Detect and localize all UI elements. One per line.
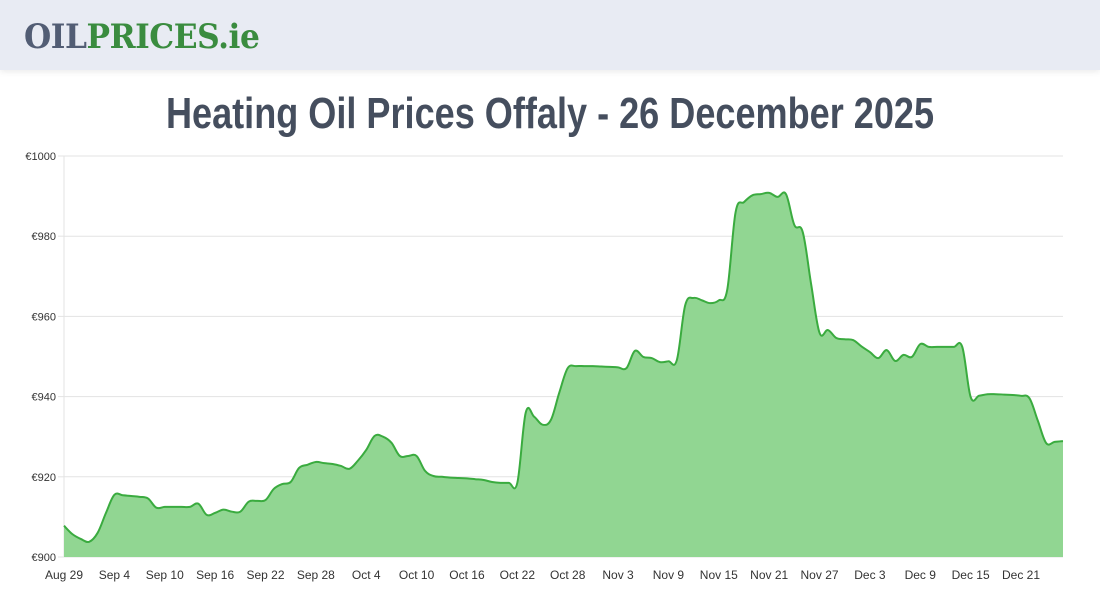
x-tick-label: Nov 27 xyxy=(801,568,839,582)
x-tick-label: Aug 29 xyxy=(45,568,83,582)
x-tick-label: Sep 4 xyxy=(99,568,131,582)
y-tick-label: €940 xyxy=(32,392,56,404)
x-tick-label: Sep 16 xyxy=(196,568,234,582)
page-title: Heating Oil Prices Offaly - 26 December … xyxy=(165,89,935,138)
x-tick-label: Sep 10 xyxy=(146,568,184,582)
site-logo[interactable]: OILPRICES.ie xyxy=(24,17,260,57)
x-tick-label: Sep 22 xyxy=(246,568,284,582)
x-tick-label: Dec 15 xyxy=(952,568,990,582)
y-tick-label: €900 xyxy=(32,552,56,564)
x-tick-label: Dec 9 xyxy=(905,568,937,582)
y-axis: €900 €920 €940 €960 €980 €1000 xyxy=(25,151,56,564)
price-area xyxy=(64,192,1063,557)
logo-prices: PRICES.ie xyxy=(86,17,260,57)
x-tick-label: Oct 10 xyxy=(399,568,435,582)
y-tick-label: €960 xyxy=(32,311,56,323)
x-tick-label: Nov 15 xyxy=(700,568,738,582)
site-header: OILPRICES.ie xyxy=(0,0,1100,70)
x-tick-label: Nov 21 xyxy=(750,568,788,582)
x-tick-label: Oct 16 xyxy=(449,568,485,582)
logo-oil: OIL xyxy=(24,17,87,57)
x-axis: Aug 29 Sep 4 Sep 10 Sep 16 Sep 22 Sep 28 Oct 4… xyxy=(45,568,1040,582)
x-tick-label: Sep 28 xyxy=(297,568,335,582)
x-tick-label: Oct 22 xyxy=(500,568,536,582)
y-tick-label: €920 xyxy=(32,472,56,484)
price-line xyxy=(63,191,1064,544)
x-tick-label: Oct 4 xyxy=(352,568,381,582)
x-tick-label: Nov 9 xyxy=(653,568,685,582)
x-tick-label: Dec 3 xyxy=(854,568,886,582)
x-tick-label: Oct 28 xyxy=(550,568,586,582)
y-tick-label: €980 xyxy=(32,231,56,243)
x-tick-label: Dec 21 xyxy=(1002,568,1040,582)
y-tick-label: €1000 xyxy=(25,151,56,163)
x-tick-label: Nov 3 xyxy=(602,568,634,582)
